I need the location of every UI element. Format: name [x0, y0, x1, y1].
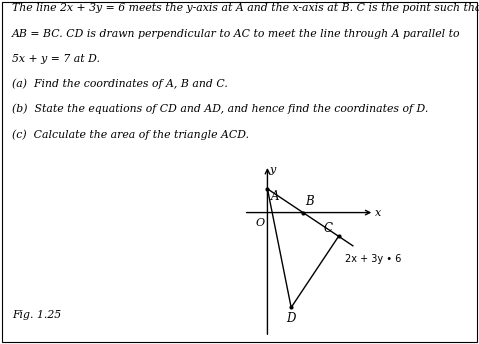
- Text: 5x + y = 7 at D.: 5x + y = 7 at D.: [12, 54, 100, 64]
- Text: D: D: [286, 312, 296, 325]
- Text: The line 2x + 3y = 6 meets the y-axis at A and the x-axis at B. C is the point s: The line 2x + 3y = 6 meets the y-axis at…: [12, 3, 479, 13]
- Text: x: x: [376, 207, 382, 217]
- Text: Fig. 1.25: Fig. 1.25: [12, 310, 61, 320]
- Text: (b)  State the equations of CD and AD, and hence find the coordinates of D.: (b) State the equations of CD and AD, an…: [12, 104, 428, 115]
- Text: (c)  Calculate the area of the triangle ACD.: (c) Calculate the area of the triangle A…: [12, 129, 249, 140]
- Text: C: C: [324, 222, 333, 235]
- Text: B: B: [306, 195, 314, 208]
- Text: A: A: [271, 190, 279, 203]
- Text: 2x + 3y • 6: 2x + 3y • 6: [344, 254, 401, 264]
- Text: AB = BC. CD is drawn perpendicular to AC to meet the line through A parallel to: AB = BC. CD is drawn perpendicular to AC…: [12, 29, 460, 39]
- Text: (a)  Find the coordinates of A, B and C.: (a) Find the coordinates of A, B and C.: [12, 79, 228, 89]
- Text: y: y: [269, 165, 275, 175]
- Text: O: O: [256, 218, 265, 228]
